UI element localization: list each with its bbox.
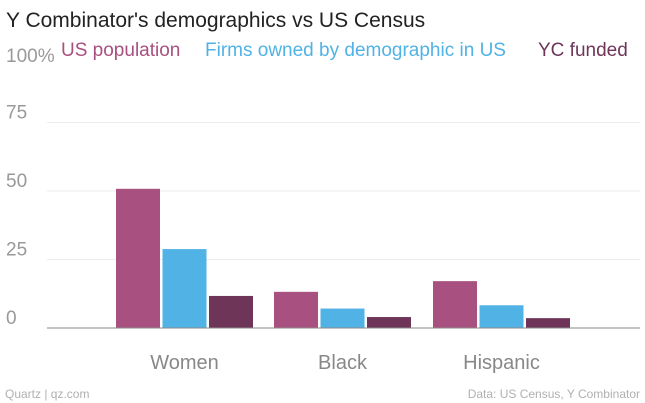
bar-black-series-0 bbox=[274, 291, 318, 328]
footer-source-right: Data: US Census, Y Combinator bbox=[468, 387, 640, 401]
bar-hispanic-series-2 bbox=[526, 318, 570, 328]
y-tick-label-0: 0 bbox=[6, 308, 17, 329]
bar-hispanic-series-0 bbox=[433, 281, 477, 328]
bars bbox=[116, 188, 570, 328]
x-axis-ticks: Women Black Hispanic bbox=[150, 352, 540, 374]
bar-black-series-1 bbox=[320, 308, 365, 328]
bar-women-series-0 bbox=[116, 188, 160, 328]
bar-women-series-2 bbox=[209, 295, 253, 328]
x-tick-label-hispanic: Hispanic bbox=[463, 352, 540, 374]
legend-firms-owned: Firms owned by demographic in US bbox=[205, 40, 506, 61]
y-axis-ticks: 0 25 50 75 100% bbox=[6, 46, 55, 329]
legend-yc-funded: YC funded bbox=[538, 40, 628, 61]
bar-hispanic-series-1 bbox=[479, 305, 524, 328]
x-tick-label-black: Black bbox=[318, 352, 368, 374]
y-tick-label-75: 75 bbox=[6, 103, 27, 124]
chart-title: Y Combinator's demographics vs US Census bbox=[6, 9, 425, 32]
y-tick-label-50: 50 bbox=[6, 171, 27, 192]
footer-source-left: Quartz | qz.com bbox=[5, 387, 89, 401]
bar-women-series-1 bbox=[162, 249, 207, 328]
legend-us-population: US population bbox=[61, 40, 180, 61]
x-tick-label-women: Women bbox=[150, 352, 219, 374]
y-tick-label-100: 100% bbox=[6, 46, 55, 67]
y-tick-label-25: 25 bbox=[6, 240, 27, 261]
bar-black-series-2 bbox=[367, 317, 411, 328]
legend: US population Firms owned by demographic… bbox=[61, 40, 628, 61]
